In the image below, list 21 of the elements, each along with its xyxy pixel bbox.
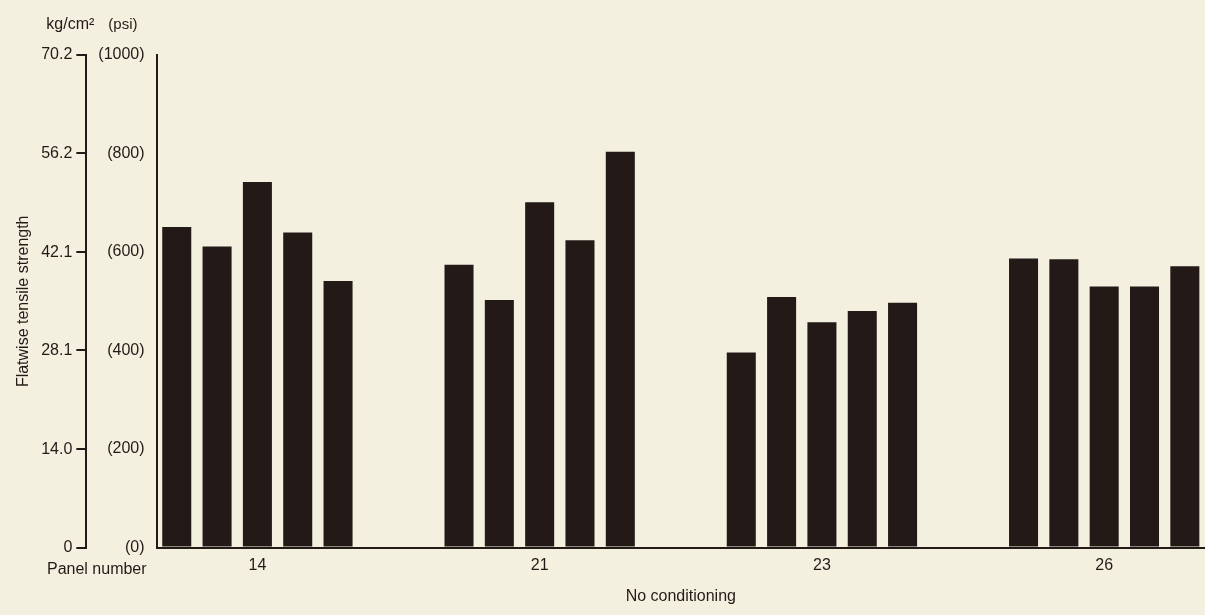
y-axis-title: Flatwise tensile strength	[14, 215, 32, 388]
x-tick-label: 21	[530, 555, 549, 573]
text: kg/cm²	[46, 15, 96, 32]
y2-tick-label: (1000)	[98, 45, 145, 63]
x-axis-title: No conditioning	[625, 586, 736, 604]
x-tick-label: 14	[248, 555, 267, 573]
y2-tick-label: (0)	[125, 538, 145, 556]
y2-axis-title: (psi)	[108, 15, 138, 32]
y-tick-label: 28.1	[41, 340, 73, 358]
text: Panel number	[46, 559, 148, 577]
y-tick-label: 14.0	[41, 439, 73, 457]
y2-tick-label: (400)	[107, 340, 145, 358]
y-tick-label: 42.1	[41, 242, 73, 260]
x-tick-label: 23	[813, 555, 831, 573]
y-tick-label: 70.2	[41, 45, 73, 63]
y-tick-label: 56.2	[41, 143, 73, 161]
x-tick-label: 26	[1095, 555, 1114, 573]
y2-tick-label: (200)	[107, 439, 145, 457]
y2-tick-label: (600)	[107, 242, 145, 260]
y-tick-label: 0	[63, 538, 73, 556]
y2-tick-label: (800)	[107, 143, 145, 161]
